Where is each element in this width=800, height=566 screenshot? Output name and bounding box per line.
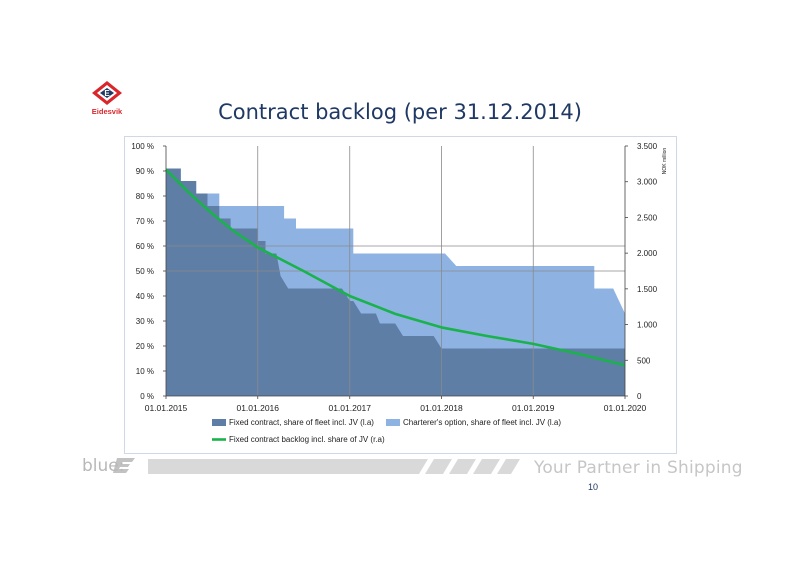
left-tick-label: 80 % bbox=[136, 192, 154, 201]
left-tick-label: 60 % bbox=[136, 242, 154, 251]
right-tick-label: 1.000 bbox=[637, 321, 658, 330]
right-tick-label: 1.500 bbox=[637, 285, 658, 294]
right-tick-label: 2.000 bbox=[637, 249, 658, 258]
grid-lines bbox=[166, 146, 625, 396]
left-tick-label: 100 % bbox=[131, 142, 154, 151]
legend-label: Fixed contract, share of fleet incl. JV … bbox=[229, 418, 374, 427]
line-series bbox=[165, 168, 626, 367]
axes: 0 % 10 % 20 % 30 % 40 % 50 % 60 % 70 % 80 % 90 % 1… bbox=[131, 142, 668, 413]
legend-label: Charterer's option, share of fleet incl.… bbox=[403, 418, 561, 427]
x-tick-label: 01.01.2015 bbox=[145, 403, 188, 413]
x-tick-label: 01.01.2017 bbox=[328, 403, 371, 413]
left-tick-label: 50 % bbox=[136, 267, 154, 276]
x-tick-label: 01.01.2020 bbox=[604, 403, 647, 413]
right-tick-label: 2.500 bbox=[637, 213, 658, 222]
logo-diamond-icon: E Eidesvik bbox=[92, 81, 123, 116]
right-tick-label: 3.500 bbox=[637, 142, 658, 151]
area-series bbox=[166, 168, 625, 396]
x-tick-label: 01.01.2018 bbox=[420, 403, 463, 413]
page-title: Contract backlog (per 31.12.2014) bbox=[218, 100, 582, 124]
logo-text: Eidesvik bbox=[92, 107, 123, 116]
logo-letter: E bbox=[104, 89, 110, 98]
contract-backlog-chart: 0 % 10 % 20 % 30 % 40 % 50 % 60 % 70 % 80 % 90 % 1… bbox=[131, 142, 668, 444]
left-tick-label: 90 % bbox=[136, 167, 154, 176]
right-tick-label: 3.000 bbox=[637, 178, 658, 187]
right-tick-label: 500 bbox=[637, 356, 651, 365]
x-tick-label: 01.01.2016 bbox=[236, 403, 279, 413]
left-tick-label: 0 % bbox=[140, 392, 154, 401]
fixed-contract-area bbox=[166, 168, 625, 396]
right-tick-label: 0 bbox=[637, 392, 642, 401]
footer-stripes bbox=[148, 459, 520, 474]
left-tick-label: 40 % bbox=[136, 292, 154, 301]
legend: Fixed contract, share of fleet incl. JV … bbox=[212, 418, 561, 444]
left-tick-label: 20 % bbox=[136, 342, 154, 351]
right-axis-label: NOK million bbox=[662, 148, 668, 175]
chart-frame: 0 % 10 % 20 % 30 % 40 % 50 % 60 % 70 % 80 % 90 % 1… bbox=[124, 136, 677, 454]
footer-band bbox=[113, 458, 520, 474]
footer-brand: blue: bbox=[82, 456, 125, 476]
legend-label: Fixed contract backlog incl. share of JV… bbox=[229, 435, 385, 444]
x-tick-label: 01.01.2019 bbox=[512, 403, 555, 413]
legend-swatch bbox=[212, 419, 226, 426]
eidesvik-logo: E Eidesvik bbox=[84, 80, 130, 116]
footer-tagline: Your Partner in Shipping bbox=[534, 458, 743, 478]
left-tick-label: 10 % bbox=[136, 367, 154, 376]
legend-swatch bbox=[386, 419, 400, 426]
footer-brand-mark-icon bbox=[113, 458, 135, 473]
page-number: 10 bbox=[588, 482, 599, 492]
left-tick-label: 70 % bbox=[136, 217, 154, 226]
left-tick-label: 30 % bbox=[136, 317, 154, 326]
